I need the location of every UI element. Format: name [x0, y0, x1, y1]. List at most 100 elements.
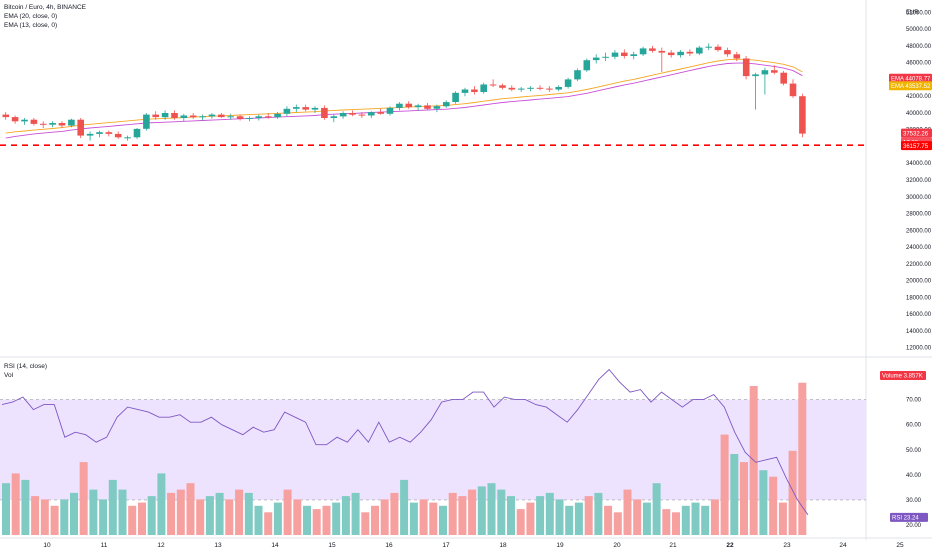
- volume-bar: [720, 434, 729, 535]
- candle-body: [77, 119, 84, 136]
- volume-bar: [594, 492, 603, 535]
- price-axis-tick: 40000.00: [906, 111, 932, 117]
- ema13-tag-bg: [889, 81, 932, 91]
- volume-bar: [477, 486, 486, 535]
- candle-body: [761, 70, 769, 75]
- volume-bar: [157, 473, 166, 535]
- volume-bar: [244, 492, 253, 535]
- candle-body: [686, 51, 694, 54]
- volume-bar: [642, 502, 651, 535]
- volume-bar: [788, 450, 797, 535]
- candle-body: [330, 116, 338, 118]
- candle-body: [508, 87, 516, 90]
- rsi-legend[interactable]: RSI (14, close): [4, 363, 47, 370]
- volume-bar: [390, 492, 399, 535]
- candle-body: [452, 92, 459, 102]
- rsi-axis-tick: 30.00: [906, 498, 922, 504]
- candle-body: [480, 84, 487, 92]
- rsi-tag-bg: [890, 512, 928, 522]
- volume-bar: [176, 489, 185, 535]
- ema20-legend[interactable]: EMA (20, close, 0): [4, 13, 58, 20]
- rsi-tag: RSI 23.24: [892, 516, 919, 522]
- symbol-title[interactable]: Bitcoin / Euro, 4h, BINANCE: [4, 4, 87, 11]
- candle-body: [161, 113, 169, 118]
- candle-body: [199, 116, 206, 118]
- vol-legend[interactable]: Vol: [4, 372, 14, 379]
- price-axis-tick: 12000.00: [906, 346, 932, 352]
- volume-bar: [740, 462, 748, 535]
- candle-body: [227, 116, 234, 118]
- volume-bar: [312, 509, 321, 535]
- volume-bar: [507, 496, 515, 535]
- volume-bar: [283, 489, 292, 535]
- time-axis-tick: 22: [726, 542, 734, 549]
- volume-bar: [429, 502, 438, 535]
- candle-body: [471, 89, 478, 92]
- volume-bar: [487, 483, 496, 535]
- candle-body: [58, 123, 66, 126]
- candle-body: [611, 52, 619, 57]
- volume-bar: [332, 502, 341, 535]
- candle-body: [180, 115, 188, 118]
- rsi-axis-tick: 50.00: [906, 448, 922, 454]
- price-axis-tick: 52000.00: [906, 10, 932, 16]
- volume-bar: [545, 492, 554, 535]
- candle-body: [40, 123, 47, 125]
- volume-bar: [662, 509, 671, 535]
- volume-bar: [341, 496, 350, 535]
- candle-body: [658, 50, 666, 53]
- volume-bar: [196, 499, 205, 535]
- rsi-axis-tick: 60.00: [906, 423, 922, 429]
- rsi-axis-tick: 40.00: [906, 473, 922, 479]
- candle-body: [630, 54, 637, 56]
- candle-body: [396, 103, 403, 108]
- time-axis-tick: 18: [499, 542, 507, 549]
- candle-body: [246, 118, 253, 119]
- price-axis-tick: 14000.00: [906, 329, 932, 335]
- candle-body: [789, 83, 797, 97]
- volume-bar: [400, 479, 409, 535]
- volume-bar: [652, 483, 661, 535]
- volume-bar: [759, 470, 768, 535]
- volume-bar: [11, 473, 20, 535]
- price-axis-tick: 26000.00: [906, 228, 932, 234]
- time-axis-tick: 17: [442, 542, 450, 549]
- time-axis-tick: 11: [101, 542, 108, 549]
- volume-bar: [681, 505, 690, 535]
- volume-bar: [205, 496, 214, 535]
- candle-body: [30, 119, 38, 124]
- candle-body: [49, 123, 56, 125]
- ema13-legend[interactable]: EMA (13, close, 0): [4, 22, 58, 29]
- volume-bar: [264, 512, 273, 535]
- volume-bar: [128, 505, 137, 535]
- volume-bar: [526, 502, 535, 535]
- volume-bar: [769, 476, 778, 535]
- volume-bar: [186, 483, 195, 535]
- candle-body: [461, 89, 469, 93]
- volume-bar: [293, 499, 302, 535]
- candle-body: [302, 107, 309, 110]
- price-axis-tick: 20000.00: [906, 279, 932, 285]
- candle-body: [189, 115, 197, 118]
- volume-bar: [380, 499, 389, 535]
- volume-bar: [584, 496, 593, 535]
- volume-bar: [613, 512, 622, 535]
- volume-bar: [448, 492, 457, 535]
- volume-bar: [31, 496, 40, 535]
- time-axis-tick: 23: [783, 542, 791, 549]
- volume-bar: [604, 505, 613, 535]
- ema20-tag-bg: [889, 73, 932, 83]
- candle-body: [564, 79, 572, 87]
- candle-body: [555, 87, 562, 90]
- candle-body: [321, 107, 328, 118]
- candle-body: [499, 85, 506, 88]
- candle-body: [377, 112, 384, 114]
- level-price-tag-bg: [901, 141, 932, 151]
- volume-bar: [458, 496, 467, 535]
- candle-body: [574, 70, 581, 80]
- time-axis-tick: 15: [328, 542, 336, 549]
- candle-body: [358, 114, 366, 116]
- time-axis-tick: 12: [157, 542, 165, 549]
- candle-body: [11, 117, 19, 122]
